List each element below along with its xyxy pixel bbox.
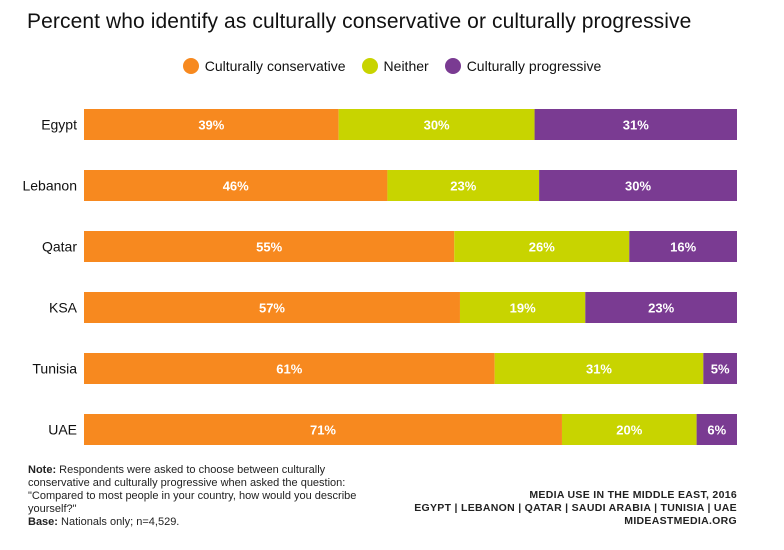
data-label-tunisia-culturally-conservative: 61% <box>276 362 302 377</box>
category-label-ksa: KSA <box>49 300 78 316</box>
category-label-lebanon: Lebanon <box>22 178 77 194</box>
bar-lebanon-culturally-progressive <box>539 170 737 201</box>
bar-qatar-neither <box>454 231 630 262</box>
data-label-ksa-neither: 19% <box>510 301 536 316</box>
legend-label-conservative: Culturally conservative <box>204 58 346 74</box>
data-label-uae-culturally-conservative: 71% <box>310 423 336 438</box>
category-label-tunisia: Tunisia <box>32 361 77 377</box>
bar-lebanon-neither <box>387 170 540 201</box>
legend-swatch-progressive <box>444 58 461 74</box>
bar-tunisia-culturally-conservative <box>84 353 495 384</box>
legend-item-progressive: Culturally progressive <box>444 58 602 74</box>
data-label-uae-culturally-progressive: 6% <box>707 423 726 438</box>
category-label-qatar: Qatar <box>42 239 77 255</box>
bar-egypt-neither <box>338 109 535 140</box>
data-label-ksa-culturally-conservative: 57% <box>259 301 285 316</box>
data-label-lebanon-neither: 23% <box>450 179 476 194</box>
source-line-1: MEDIA USE IN THE MIDDLE EAST, 2016 <box>529 489 737 501</box>
base-label: Base: <box>28 516 58 528</box>
data-label-qatar-neither: 26% <box>529 240 555 255</box>
bar-egypt-culturally-progressive <box>534 109 737 140</box>
source-line-3: MIDEASTMEDIA.ORG <box>624 515 737 527</box>
bar-lebanon-culturally-conservative <box>84 170 388 201</box>
chart-title: Percent who identify as culturally conse… <box>27 10 692 33</box>
data-label-lebanon-culturally-conservative: 46% <box>223 179 249 194</box>
bar-ksa-culturally-conservative <box>84 292 460 323</box>
source: MEDIA USE IN THE MIDDLE EAST, 2016 EGYPT… <box>414 489 737 528</box>
legend-item-conservative: Culturally conservative <box>182 58 346 74</box>
data-label-tunisia-neither: 31% <box>586 362 612 377</box>
data-label-ksa-culturally-progressive: 23% <box>648 301 674 316</box>
data-label-uae-neither: 20% <box>616 423 642 438</box>
legend-label-neither: Neither <box>383 58 429 74</box>
legend-label-progressive: Culturally progressive <box>466 58 602 74</box>
source-line-2: EGYPT | LEBANON | QATAR | SAUDI ARABIA |… <box>414 502 737 514</box>
category-label-egypt: Egypt <box>41 117 77 133</box>
note-label: Note: <box>28 464 57 476</box>
bar-uae-culturally-progressive <box>696 414 737 445</box>
data-label-lebanon-culturally-progressive: 30% <box>625 179 651 194</box>
data-label-egypt-culturally-conservative: 39% <box>198 118 224 133</box>
bar-tunisia-culturally-progressive <box>703 353 737 384</box>
legend-swatch-neither <box>361 58 378 74</box>
bar-egypt-culturally-conservative <box>84 109 339 140</box>
note: Note: Respondents were asked to choose b… <box>28 464 358 529</box>
bar-qatar-culturally-conservative <box>84 231 455 262</box>
data-label-egypt-neither: 30% <box>424 118 450 133</box>
bar-ksa-culturally-progressive <box>585 292 737 323</box>
bar-qatar-culturally-progressive <box>629 231 737 262</box>
base-text: Nationals only; n=4,529. <box>61 516 180 528</box>
category-label-uae: UAE <box>48 422 77 438</box>
legend-item-neither: Neither <box>361 58 429 74</box>
bar-uae-culturally-conservative <box>84 414 562 445</box>
data-label-qatar-culturally-conservative: 55% <box>256 240 282 255</box>
note-text: Respondents were asked to choose between… <box>28 464 357 515</box>
data-label-qatar-culturally-progressive: 16% <box>670 240 696 255</box>
bar-uae-neither <box>561 414 697 445</box>
bar-tunisia-neither <box>494 353 704 384</box>
bar-ksa-neither <box>459 292 586 323</box>
legend-swatch-conservative <box>182 58 199 74</box>
data-label-tunisia-culturally-progressive: 5% <box>711 362 730 377</box>
data-label-egypt-culturally-progressive: 31% <box>623 118 649 133</box>
legend: Culturally conservative Neither Cultural… <box>0 58 784 74</box>
